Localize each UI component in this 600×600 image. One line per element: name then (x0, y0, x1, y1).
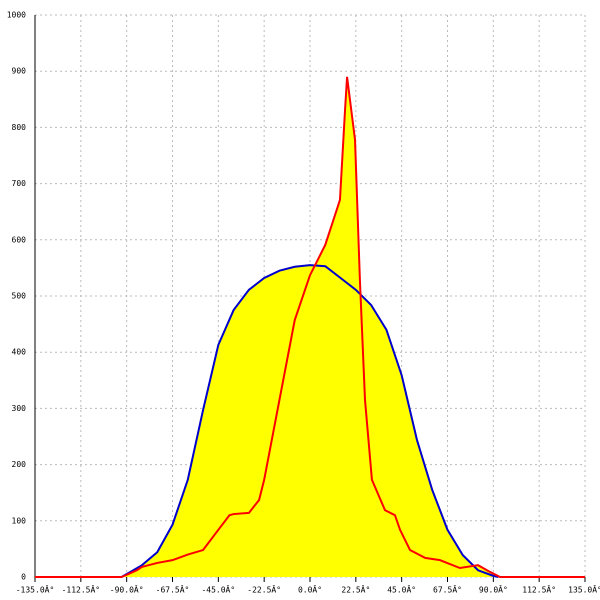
line (121, 264, 499, 578)
x-tick-label: -45.0Â° (201, 584, 235, 595)
line (35, 76, 585, 578)
y-tick-label: 400 (12, 348, 27, 357)
y-tick-label: 600 (12, 235, 27, 244)
y-tick-label: 100 (12, 516, 27, 525)
x-tick-label: 90.0Â° (479, 584, 508, 595)
x-tick-label: 67.5Â° (433, 584, 462, 595)
y-tick-label: 300 (12, 404, 27, 413)
x-tick-label: -90.0Â° (110, 584, 144, 595)
x-tick-label: 135.0Â° (568, 584, 600, 595)
y-tick-label: 900 (12, 67, 27, 76)
x-tick-label: -135.0Â° (16, 584, 55, 595)
x-tick-label: -22.5Â° (247, 584, 281, 595)
x-tick-label: 0.0Â° (298, 584, 322, 595)
y-tick-label: 0 (21, 573, 26, 582)
y-tick-label: 500 (12, 292, 27, 301)
x-tick-label: -112.5Â° (62, 584, 101, 595)
y-tick-label: 200 (12, 460, 27, 469)
area (35, 76, 585, 577)
x-tick-label: 112.5Â° (522, 584, 556, 595)
y-tick-label: 800 (12, 123, 27, 132)
x-tick-label: 45.0Â° (387, 584, 416, 595)
x-tick-label: -67.5Â° (156, 584, 190, 595)
y-tick-label: 1000 (7, 11, 26, 20)
x-tick-label: 22.5Â° (341, 584, 370, 595)
y-tick-label: 700 (12, 179, 27, 188)
